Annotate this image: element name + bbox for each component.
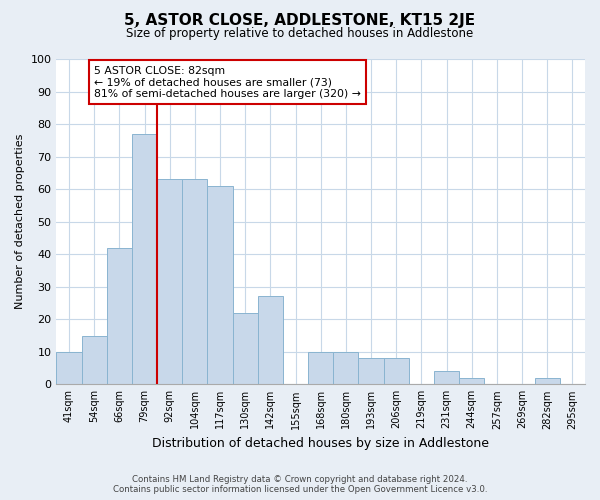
Bar [535,378,560,384]
Bar [182,180,208,384]
Bar [82,336,107,384]
Bar [107,248,132,384]
Bar [383,358,409,384]
Bar [56,352,82,384]
Text: 5 ASTOR CLOSE: 82sqm
← 19% of detached houses are smaller (73)
81% of semi-detac: 5 ASTOR CLOSE: 82sqm ← 19% of detached h… [94,66,361,98]
Bar [208,186,233,384]
X-axis label: Distribution of detached houses by size in Addlestone: Distribution of detached houses by size … [152,437,489,450]
Bar [434,372,459,384]
Bar [233,312,258,384]
Bar [358,358,383,384]
Bar [132,134,157,384]
Bar [258,296,283,384]
Bar [459,378,484,384]
Bar [308,352,333,384]
Text: Contains HM Land Registry data © Crown copyright and database right 2024.
Contai: Contains HM Land Registry data © Crown c… [113,474,487,494]
Text: Size of property relative to detached houses in Addlestone: Size of property relative to detached ho… [127,28,473,40]
Text: 5, ASTOR CLOSE, ADDLESTONE, KT15 2JE: 5, ASTOR CLOSE, ADDLESTONE, KT15 2JE [124,12,476,28]
Bar [157,180,182,384]
Bar [333,352,358,384]
Y-axis label: Number of detached properties: Number of detached properties [15,134,25,310]
